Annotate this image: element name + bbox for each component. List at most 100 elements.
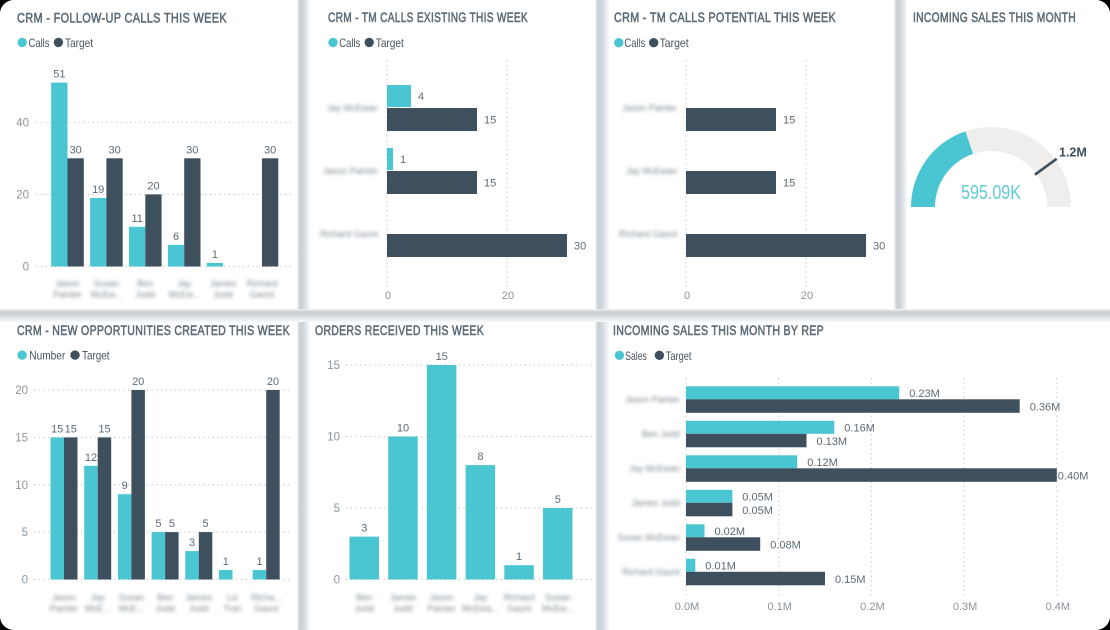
svg-text:1: 1: [400, 154, 406, 166]
svg-text:Richa...: Richa...: [251, 593, 282, 603]
svg-text:Ben: Ben: [157, 593, 173, 603]
svg-text:0.36M: 0.36M: [1030, 401, 1061, 413]
svg-text:ORDERS RECEIVED THIS WEEK: ORDERS RECEIVED THIS WEEK: [315, 323, 484, 338]
svg-text:12: 12: [85, 452, 97, 464]
svg-text:0.15M: 0.15M: [835, 574, 866, 586]
svg-text:Sales: Sales: [625, 349, 647, 363]
svg-text:20: 20: [267, 376, 279, 388]
svg-text:James: James: [210, 279, 237, 289]
svg-text:8: 8: [477, 451, 483, 463]
svg-text:McEwa...: McEwa...: [462, 604, 499, 614]
svg-text:Number: Number: [29, 349, 65, 363]
svg-text:15: 15: [783, 178, 795, 190]
svg-text:Target: Target: [82, 349, 110, 363]
svg-text:Ben Judd: Ben Judd: [642, 429, 680, 439]
svg-text:Tran: Tran: [223, 604, 241, 614]
svg-text:0: 0: [22, 575, 28, 587]
svg-text:Target: Target: [65, 36, 94, 50]
svg-text:Jason: Jason: [430, 593, 454, 603]
svg-text:15: 15: [15, 432, 28, 444]
svg-text:15: 15: [484, 178, 496, 190]
svg-text:McEw...: McEw...: [91, 290, 123, 300]
svg-text:CRM - TM CALLS EXISTING THIS W: CRM - TM CALLS EXISTING THIS WEEK: [328, 10, 528, 25]
svg-text:20: 20: [502, 290, 514, 302]
svg-text:0.16M: 0.16M: [844, 422, 875, 434]
svg-text:1: 1: [212, 249, 218, 261]
svg-text:McE...: McE...: [119, 604, 145, 614]
svg-text:0: 0: [334, 575, 340, 587]
svg-text:0.1M: 0.1M: [767, 601, 791, 613]
svg-text:Richard Gaunt: Richard Gaunt: [622, 567, 681, 577]
svg-text:5: 5: [22, 527, 28, 539]
svg-text:0.3M: 0.3M: [953, 601, 977, 613]
svg-text:CRM - FOLLOW-UP CALLS THIS WEE: CRM - FOLLOW-UP CALLS THIS WEEK: [17, 10, 227, 25]
svg-text:20: 20: [801, 290, 813, 302]
svg-text:Calls: Calls: [29, 36, 50, 50]
svg-text:9: 9: [122, 480, 128, 492]
svg-text:0: 0: [684, 290, 690, 302]
svg-text:5: 5: [155, 518, 161, 530]
svg-text:5: 5: [334, 503, 340, 515]
svg-text:0.02M: 0.02M: [715, 526, 746, 538]
svg-text:Gaunt: Gaunt: [250, 290, 275, 300]
svg-text:Calls: Calls: [339, 36, 360, 50]
svg-text:Jay McEwan: Jay McEwan: [629, 463, 680, 473]
svg-text:0: 0: [23, 262, 29, 274]
svg-text:Ben: Ben: [137, 279, 153, 289]
svg-text:11: 11: [131, 213, 142, 225]
svg-text:Richard: Richard: [504, 593, 535, 603]
svg-text:10: 10: [397, 423, 409, 435]
svg-text:Painter: Painter: [50, 604, 79, 614]
svg-text:15: 15: [484, 115, 496, 127]
svg-text:0.40M: 0.40M: [1058, 470, 1089, 482]
svg-text:30: 30: [873, 241, 885, 253]
svg-text:Jay: Jay: [91, 593, 106, 603]
svg-text:10: 10: [15, 480, 28, 492]
svg-text:20: 20: [147, 180, 159, 192]
svg-text:Jay: Jay: [177, 279, 192, 289]
svg-text:Richard: Richard: [246, 279, 277, 289]
svg-text:30: 30: [186, 144, 198, 156]
svg-text:CRM - NEW OPPORTUNITIES CREATE: CRM - NEW OPPORTUNITIES CREATED THIS WEE…: [17, 323, 290, 338]
svg-text:James: James: [390, 593, 417, 603]
svg-text:Painter: Painter: [53, 290, 82, 300]
svg-text:20: 20: [16, 189, 29, 201]
svg-text:595.09K: 595.09K: [961, 181, 1021, 204]
svg-text:20: 20: [15, 385, 28, 397]
svg-text:Jay McEwan: Jay McEwan: [626, 166, 677, 176]
svg-text:30: 30: [264, 144, 276, 156]
svg-text:19: 19: [92, 184, 104, 196]
svg-text:Jason Painter: Jason Painter: [625, 394, 680, 404]
svg-text:Jay McEwan: Jay McEwan: [327, 103, 378, 113]
svg-text:0.0M: 0.0M: [675, 601, 699, 613]
svg-text:INCOMING SALES THIS MONTH: INCOMING SALES THIS MONTH: [913, 10, 1076, 25]
svg-text:1: 1: [256, 556, 262, 568]
svg-text:0.2M: 0.2M: [860, 601, 884, 613]
svg-text:0.23M: 0.23M: [909, 388, 940, 400]
svg-text:5: 5: [203, 518, 209, 530]
svg-text:Gaunt: Gaunt: [507, 604, 532, 614]
svg-text:James: James: [186, 593, 213, 603]
svg-text:3: 3: [361, 523, 367, 535]
svg-text:20: 20: [132, 376, 144, 388]
svg-text:6: 6: [173, 231, 179, 243]
svg-text:Judd: Judd: [213, 290, 233, 300]
svg-text:Gaunt: Gaunt: [254, 604, 279, 614]
svg-text:15: 15: [436, 351, 448, 363]
svg-text:Calls: Calls: [624, 36, 645, 50]
svg-text:CRM - TM CALLS POTENTIAL THIS: CRM - TM CALLS POTENTIAL THIS WEEK: [614, 10, 836, 25]
svg-text:5: 5: [169, 518, 175, 530]
svg-text:0.01M: 0.01M: [705, 560, 736, 572]
svg-text:Jason: Jason: [55, 279, 79, 289]
svg-text:Jason Painter: Jason Painter: [323, 166, 378, 176]
svg-text:INCOMING SALES THIS MONTH BY R: INCOMING SALES THIS MONTH BY REP: [613, 323, 824, 338]
svg-text:10: 10: [327, 432, 340, 444]
svg-text:0.12M: 0.12M: [807, 457, 838, 469]
svg-text:40: 40: [16, 117, 29, 129]
svg-text:30: 30: [108, 144, 120, 156]
svg-text:Susan: Susan: [119, 593, 145, 603]
svg-text:Liz: Liz: [227, 593, 239, 603]
svg-text:Susan McEwan: Susan McEwan: [617, 532, 680, 542]
svg-text:15: 15: [51, 423, 63, 435]
svg-text:Target: Target: [376, 36, 405, 50]
